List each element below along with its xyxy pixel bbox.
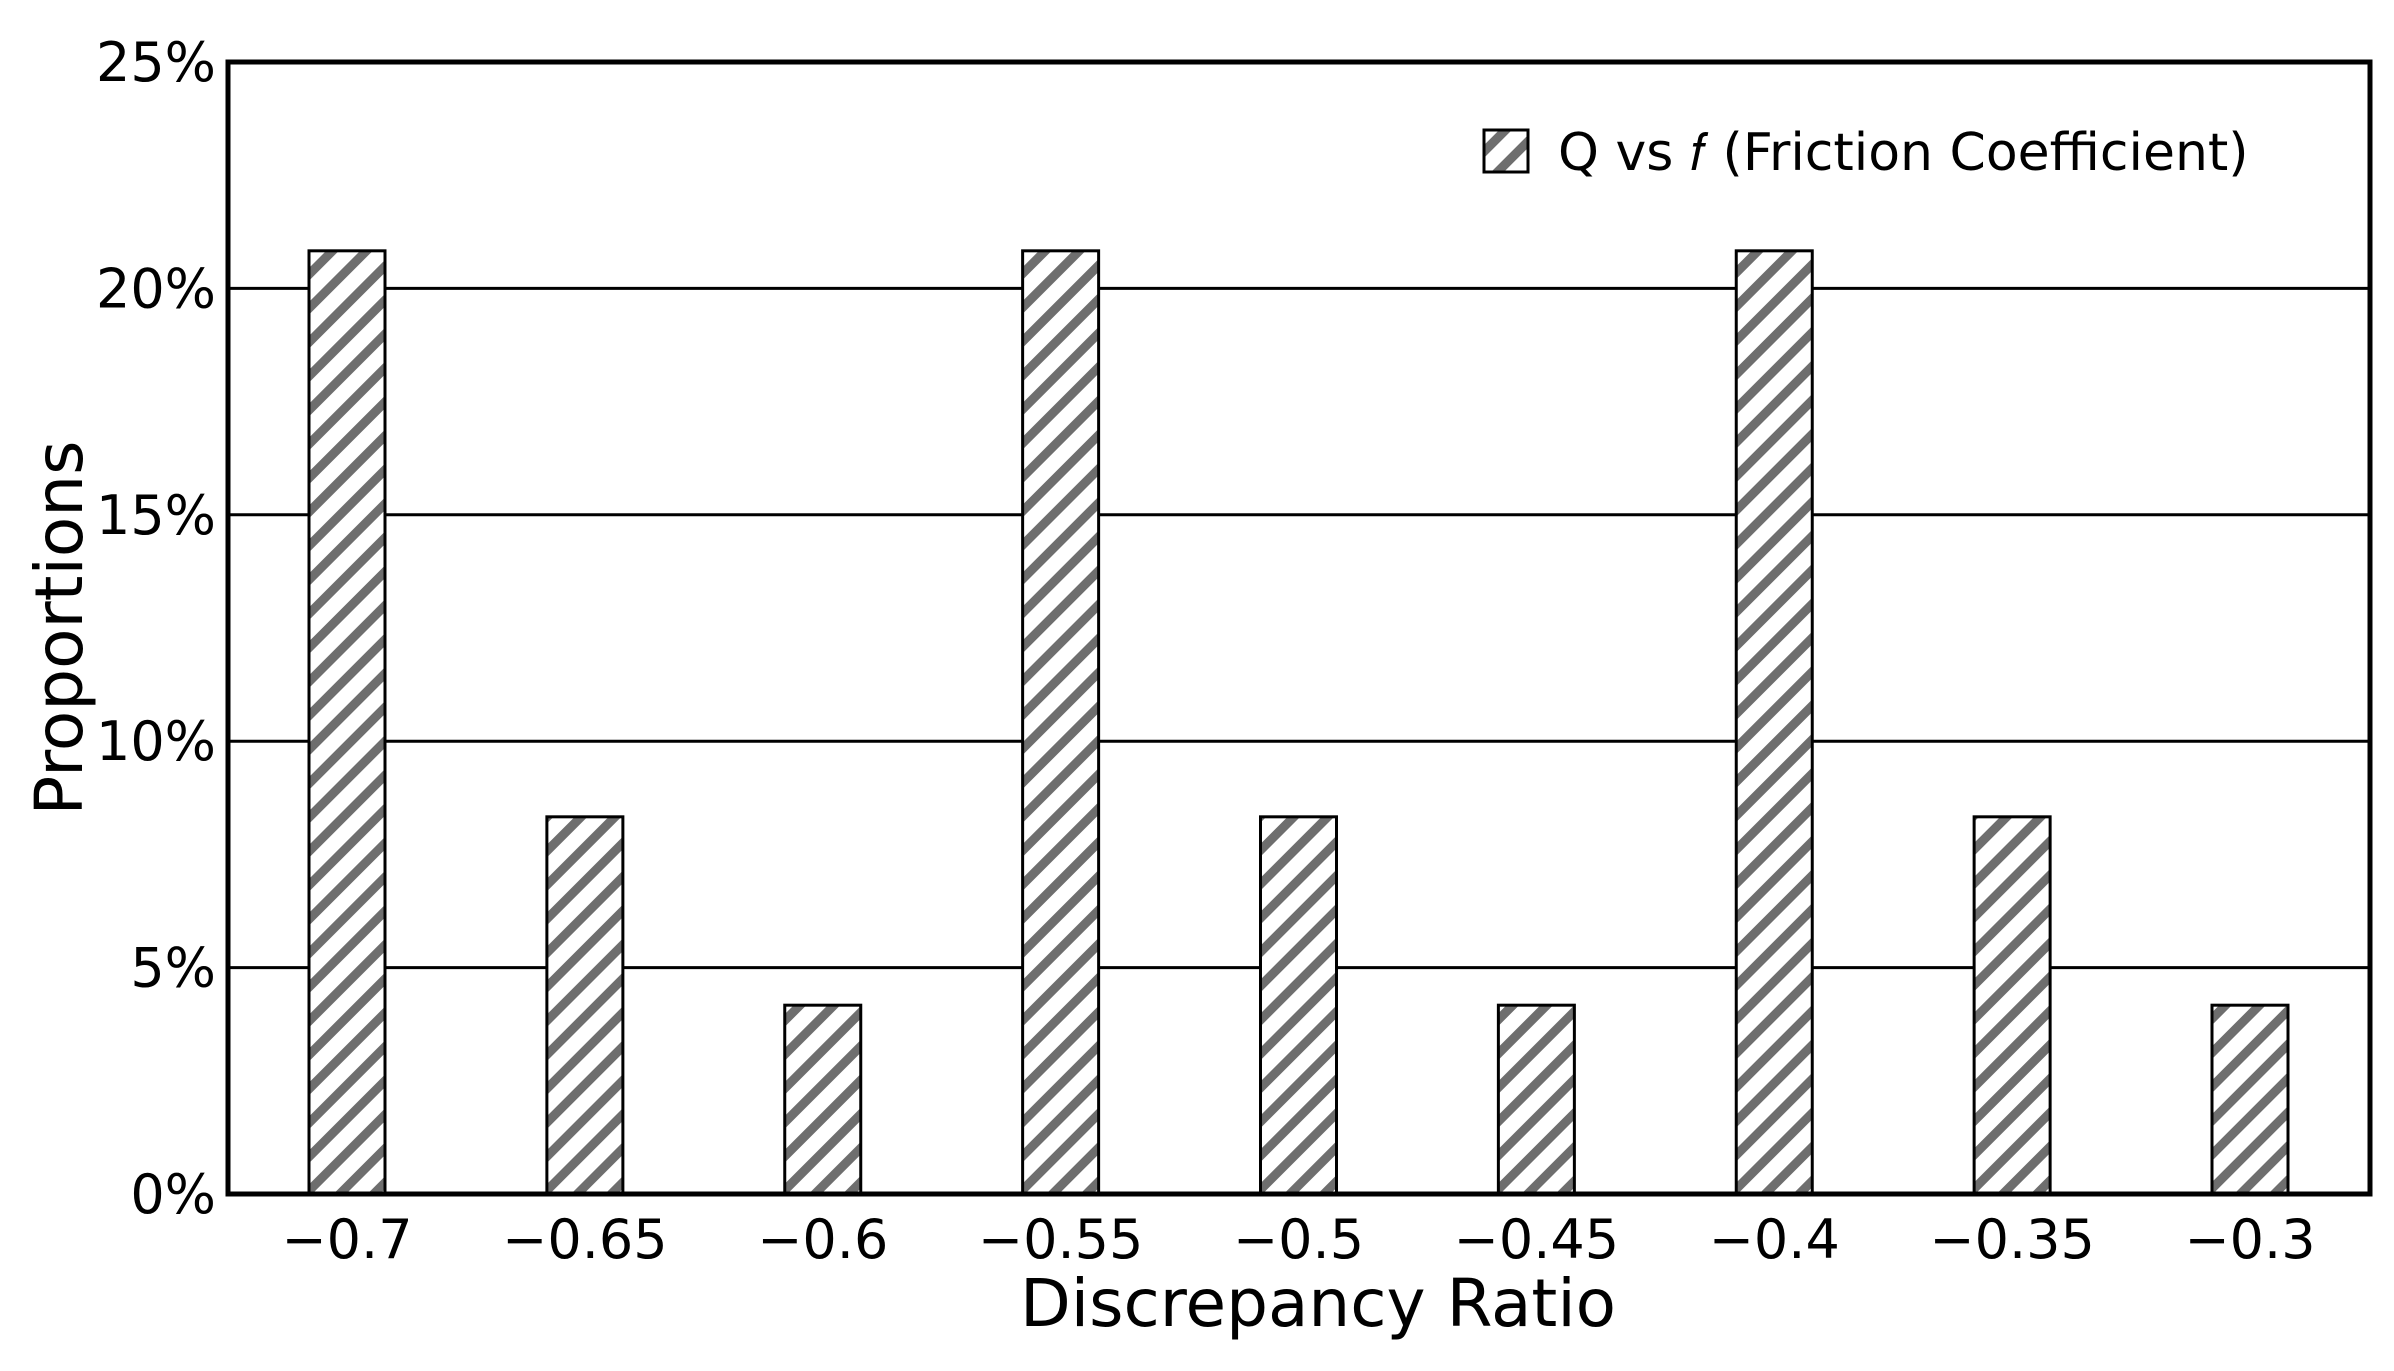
plot-frame [225, 59, 2373, 1197]
bar [2210, 1003, 2290, 1196]
bars-group [307, 249, 2290, 1196]
x-axis-ticks: −0.7 −0.65 −0.6 −0.55 −0.5 −0.45 −0.4 −0.35 −0.3 [281, 1208, 2315, 1271]
x-tick-label: −0.7 [281, 1208, 412, 1271]
bar [1972, 815, 2052, 1196]
x-tick-label: −0.3 [2184, 1208, 2315, 1271]
x-tick-label: −0.65 [502, 1208, 667, 1271]
bar [1021, 249, 1101, 1196]
x-tick-label: −0.6 [757, 1208, 888, 1271]
y-axis-title: Proportions [21, 441, 98, 816]
bar [307, 249, 387, 1196]
y-tick-label: 10% [96, 710, 216, 773]
legend-swatch [1482, 128, 1530, 174]
y-tick-label: 25% [96, 31, 216, 94]
x-tick-label: −0.45 [1454, 1208, 1619, 1271]
x-tick-label: −0.5 [1233, 1208, 1364, 1271]
bar [1496, 1003, 1576, 1196]
bar [1259, 815, 1338, 1196]
x-tick-label: −0.35 [1929, 1208, 2094, 1271]
y-tick-label: 20% [96, 257, 216, 320]
legend: Q vs 𝑓 (Friction Coefficient) [1482, 123, 2249, 183]
y-tick-label: 0% [130, 1163, 216, 1226]
bar [783, 1003, 863, 1196]
y-axis-ticks: 0% 5% 10% 15% 20% 25% [96, 31, 216, 1226]
x-axis-title: Discrepancy Ratio [1020, 1265, 1616, 1342]
y-tick-label: 5% [130, 937, 216, 1000]
y-tick-label: 15% [96, 484, 216, 547]
bar [1734, 249, 1814, 1196]
x-tick-label: −0.4 [1709, 1208, 1840, 1271]
legend-label: Q vs 𝑓 (Friction Coefficient) [1558, 123, 2249, 183]
x-tick-label: −0.55 [978, 1208, 1143, 1271]
bar [545, 815, 625, 1196]
